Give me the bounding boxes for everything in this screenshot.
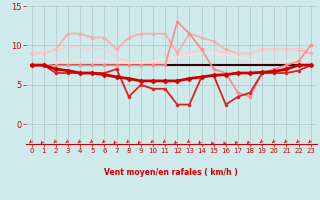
X-axis label: Vent moyen/en rafales ( km/h ): Vent moyen/en rafales ( km/h ) xyxy=(104,168,238,177)
